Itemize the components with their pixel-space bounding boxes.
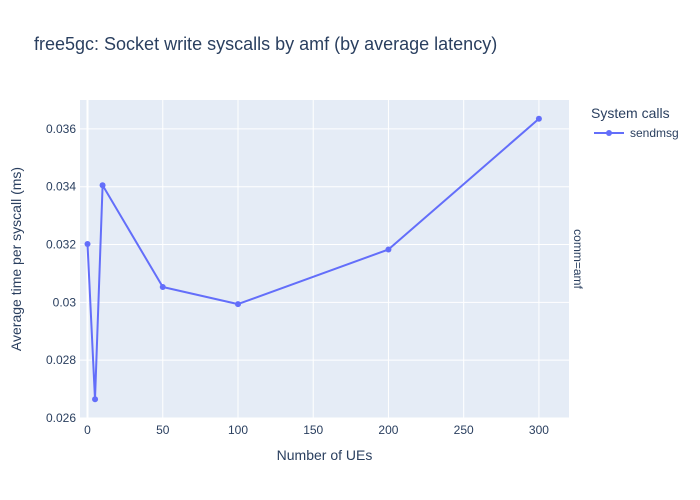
legend-title: System calls [591, 105, 670, 121]
data-point[interactable] [535, 115, 542, 122]
plot-area [80, 100, 569, 418]
legend[interactable]: System calls sendmsg [591, 105, 679, 140]
x-tick-label: 0 [84, 423, 91, 437]
y-tick-label: 0.028 [46, 353, 76, 367]
data-point[interactable] [234, 301, 241, 308]
data-point[interactable] [84, 240, 91, 247]
data-point[interactable] [92, 396, 99, 403]
y-axis-ticks: 0.026 0.028 0.03 0.032 0.034 0.036 [46, 122, 76, 425]
data-point[interactable] [159, 284, 166, 291]
y-tick-label: 0.03 [53, 295, 77, 309]
y-tick-label: 0.036 [46, 122, 76, 136]
y-tick-label: 0.026 [46, 411, 76, 425]
y-axis-title: Average time per syscall (ms) [8, 167, 24, 351]
chart-title: free5gc: Socket write syscalls by amf (b… [34, 34, 497, 54]
data-point[interactable] [99, 182, 106, 189]
data-point[interactable] [385, 246, 392, 253]
y-tick-label: 0.032 [46, 238, 76, 252]
y-tick-label: 0.034 [46, 180, 76, 194]
x-axis-ticks: 0 50 100 150 200 250 300 [84, 423, 549, 437]
x-tick-label: 200 [378, 423, 398, 437]
x-tick-label: 50 [156, 423, 170, 437]
legend-label: sendmsg [630, 126, 679, 140]
legend-items[interactable]: sendmsg [594, 126, 679, 140]
facet-label: comm=amf [571, 229, 585, 289]
x-tick-label: 150 [303, 423, 323, 437]
x-tick-label: 250 [454, 423, 474, 437]
legend-marker [606, 130, 612, 136]
x-tick-label: 100 [228, 423, 248, 437]
series-layer [84, 115, 542, 403]
legend-item-sendmsg[interactable]: sendmsg [594, 126, 679, 140]
x-tick-label: 300 [529, 423, 549, 437]
grid [80, 100, 569, 419]
x-axis-title: Number of UEs [277, 447, 373, 463]
